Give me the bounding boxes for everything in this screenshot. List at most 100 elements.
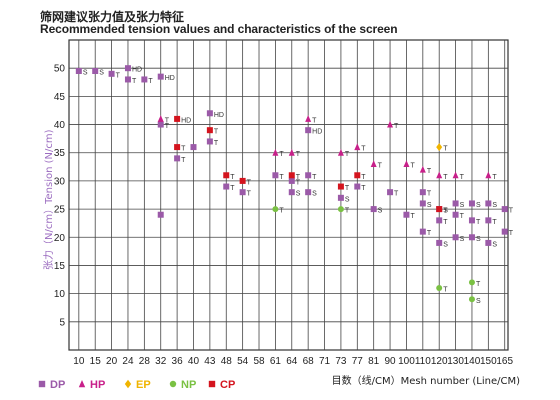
dp-point xyxy=(141,76,148,83)
y-tick-label: 20 xyxy=(54,233,66,244)
dp-point xyxy=(305,127,312,134)
point-label: T xyxy=(410,163,415,170)
point-label: T xyxy=(279,208,284,215)
x-tick-label: 150 xyxy=(480,356,497,367)
point-label: T xyxy=(230,185,235,192)
point-label: T xyxy=(492,219,497,226)
point-label: T xyxy=(427,230,432,237)
point-label: HD xyxy=(132,67,142,74)
x-tick-label: 40 xyxy=(188,356,200,367)
hp-point xyxy=(354,143,361,151)
point-label: T xyxy=(509,208,514,215)
dp-point xyxy=(485,217,492,224)
hp-point xyxy=(272,148,279,156)
dp-point xyxy=(419,228,426,235)
point-label: S xyxy=(443,208,448,215)
ep-point xyxy=(436,143,443,152)
legend-label-np: NP xyxy=(181,379,196,391)
hp-point xyxy=(403,160,410,167)
point-label: T xyxy=(410,213,415,220)
point-label: S xyxy=(476,236,481,243)
point-label: T xyxy=(296,179,301,186)
point-label: T xyxy=(345,185,350,192)
cp-point xyxy=(337,183,344,190)
point-label: T xyxy=(476,281,481,288)
point-label: T xyxy=(181,157,186,164)
point-label: T xyxy=(247,191,252,198)
dp-point xyxy=(206,110,213,117)
dp-point xyxy=(501,206,508,213)
dp-point xyxy=(468,234,475,241)
dp-point xyxy=(436,217,443,224)
point-label: HD xyxy=(312,129,322,136)
x-tick-label: 54 xyxy=(237,356,249,367)
y-tick-label: 25 xyxy=(54,205,66,216)
y-tick-label: 45 xyxy=(54,92,66,103)
dp-point xyxy=(452,211,459,218)
hp-point xyxy=(485,171,492,179)
x-tick-label: 61 xyxy=(270,356,282,367)
point-label: S xyxy=(460,202,465,209)
x-tick-labels: 10 15 20 24 28 32 36 40 43 48 54 58 61 64 68 71 73 77 81 90… xyxy=(73,356,513,367)
dp-point xyxy=(288,177,295,184)
point-label: T xyxy=(492,174,497,181)
cp-point xyxy=(354,172,361,179)
legend-label-ep: EP xyxy=(136,379,151,391)
dp-point xyxy=(288,189,295,196)
cp-point xyxy=(436,206,443,213)
point-label: T xyxy=(132,78,137,85)
dp-point xyxy=(468,217,475,224)
legend-marker-ep xyxy=(124,379,132,389)
dp-point xyxy=(124,65,131,72)
x-tick-label: 81 xyxy=(368,356,380,367)
point-label: S xyxy=(460,236,465,243)
x-tick-label: 36 xyxy=(172,356,184,367)
hp-point xyxy=(436,171,443,179)
grid-layer xyxy=(68,39,509,351)
dp-point xyxy=(501,228,508,235)
legend-marker-np xyxy=(169,380,177,388)
point-label: S xyxy=(296,191,301,198)
legend-label-dp: DP xyxy=(50,379,65,391)
np-point xyxy=(468,296,475,303)
x-tick-label: 140 xyxy=(464,356,481,367)
dp-point xyxy=(337,194,344,201)
dp-point xyxy=(190,144,197,151)
point-label: T xyxy=(279,151,284,158)
point-label: T xyxy=(181,146,186,153)
point-label: S xyxy=(99,70,104,77)
x-tick-label: 110 xyxy=(415,356,431,367)
legend-marker-dp xyxy=(38,380,46,388)
cp-point xyxy=(288,172,295,179)
dp-point xyxy=(157,211,164,218)
point-label: S xyxy=(492,241,497,248)
point-label: T xyxy=(394,123,399,130)
dp-point xyxy=(174,155,181,162)
dp-point xyxy=(124,76,131,83)
point-label: T xyxy=(443,208,448,215)
dp-point xyxy=(485,239,492,246)
x-tick-label: 58 xyxy=(253,356,265,367)
y-tick-label: 35 xyxy=(54,148,66,159)
x-tick-label: 15 xyxy=(90,356,102,367)
point-label: T xyxy=(443,219,448,226)
dp-point xyxy=(468,200,475,207)
dp-point xyxy=(223,183,230,190)
point-label: T xyxy=(427,191,432,198)
x-tick-label: 43 xyxy=(204,356,216,367)
legend-marker-cp xyxy=(208,380,216,388)
point-label: S xyxy=(476,298,481,305)
point-label: T xyxy=(460,174,465,181)
point-label: HD xyxy=(181,117,191,124)
dp-point xyxy=(157,73,164,80)
x-tick-label: 77 xyxy=(352,356,364,367)
np-point xyxy=(337,206,344,213)
x-tick-label: 73 xyxy=(335,356,347,367)
hp-point xyxy=(288,148,295,156)
point-label: S xyxy=(476,202,481,209)
point-label: S xyxy=(345,196,350,203)
dp-point xyxy=(305,172,312,179)
hp-point xyxy=(370,160,377,167)
point-label: T xyxy=(312,174,317,181)
dp-point xyxy=(92,68,99,74)
